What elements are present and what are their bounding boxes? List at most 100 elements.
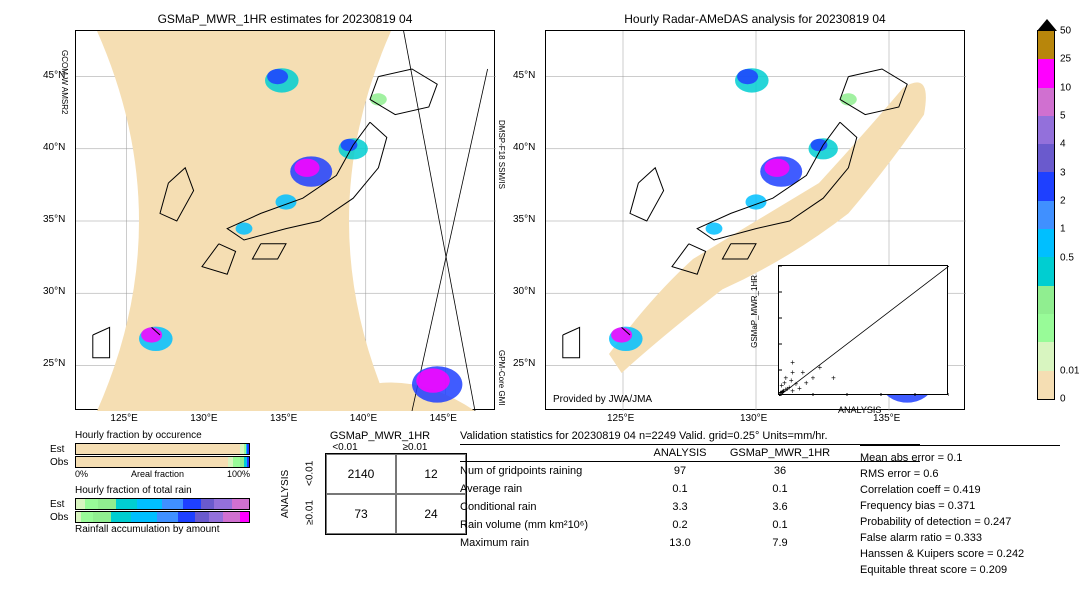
ytick-label: 35°N — [513, 214, 535, 225]
svg-text:+: + — [831, 373, 836, 382]
stats-row: Conditional rain3.33.6 — [460, 498, 920, 516]
ytick-label: 40°N — [43, 142, 65, 153]
contingency-ylabel: ANALYSIS — [280, 453, 295, 535]
metric-row: RMS error = 0.6 — [860, 466, 1060, 482]
pct100-label: 100% — [227, 469, 250, 479]
ytick-label: 45°N — [513, 70, 535, 81]
fraction-segment — [201, 499, 215, 509]
colorbar-tick: 0.01 — [1060, 365, 1079, 376]
rainfall-accum-title: Rainfall accumulation by amount — [75, 524, 265, 535]
ytick-label: 30°N — [43, 286, 65, 297]
colorbar-segment — [1038, 88, 1054, 116]
metric-row: False alarm ratio = 0.333 — [860, 530, 1060, 546]
fraction-bars-group: Hourly fraction by occurence Est Obs 0%A… — [50, 430, 265, 537]
colorbar-tick: 5 — [1060, 111, 1066, 122]
ytick-label: 25°N — [513, 358, 535, 369]
fraction-segment — [76, 499, 85, 509]
cont-cell-01: 12 — [396, 454, 466, 494]
total-est-bar — [75, 498, 250, 510]
stats-row: Maximum rain13.07.9 — [460, 534, 920, 552]
occurrence-obs-bar — [75, 456, 250, 468]
colorbar: 502510543210.50.010 — [1037, 30, 1055, 400]
xtick-label: 135°E — [270, 413, 297, 424]
colorbar-segment — [1038, 201, 1054, 229]
metrics-list: Mean abs error = 0.1RMS error = 0.6Corre… — [860, 445, 1060, 578]
svg-text:+: + — [785, 384, 790, 393]
stats-row: Average rain0.10.1 — [460, 480, 920, 498]
colorbar-tick: 3 — [1060, 167, 1066, 178]
svg-text:+: + — [783, 373, 788, 382]
fraction-segment — [131, 512, 157, 522]
svg-text:+: + — [790, 358, 795, 367]
fraction-segment — [183, 499, 200, 509]
xtick-label: 130°E — [190, 413, 217, 424]
cont-col-h2: ≥0.01 — [380, 442, 450, 453]
fraction-segment — [157, 512, 178, 522]
figure-container: GSMaP_MWR_1HR estimates for 20230819 04 … — [0, 0, 1080, 612]
obs-label: Obs — [50, 457, 75, 468]
colorbar-segment — [1038, 59, 1054, 87]
ytick-label: 25°N — [43, 358, 65, 369]
xtick-label: 125°E — [110, 413, 137, 424]
svg-text:+: + — [811, 373, 816, 382]
cont-col-h1: <0.01 — [310, 442, 380, 453]
satellite-label: DMSP-F18 SSM/IS — [497, 120, 506, 189]
stats-h1 — [460, 447, 640, 459]
metric-row: Frequency bias = 0.371 — [860, 498, 1060, 514]
colorbar-segment — [1038, 371, 1054, 399]
fraction-segment — [111, 512, 132, 522]
colorbar-tick: 50 — [1060, 26, 1071, 37]
fraction-segment — [116, 499, 137, 509]
fraction-segment — [233, 457, 240, 467]
attribution-text: Provided by JWA/JMA — [553, 394, 652, 405]
metric-row: Mean abs error = 0.1 — [860, 450, 1060, 466]
metric-row: Probability of detection = 0.247 — [860, 514, 1060, 530]
stats-title: Validation statistics for 20230819 04 n=… — [460, 430, 920, 445]
pct0-label: 0% — [75, 469, 88, 479]
fraction-segment — [223, 512, 240, 522]
fraction-segment — [178, 512, 195, 522]
svg-text:+: + — [781, 387, 786, 396]
right-map-title: Hourly Radar-AMeDAS analysis for 2023081… — [545, 12, 965, 26]
satellite-label: GPM-Core GMI — [497, 350, 506, 406]
cont-cell-00: 2140 — [326, 454, 396, 494]
metric-row: Hanssen & Kuipers score = 0.242 — [860, 546, 1060, 562]
metric-row: Correlation coeff = 0.419 — [860, 482, 1060, 498]
fraction-segment — [93, 512, 110, 522]
ytick-label: 30°N — [513, 286, 535, 297]
xtick-label: 125°E — [607, 413, 634, 424]
metric-row: Equitable threat score = 0.209 — [860, 562, 1060, 578]
stats-table: Validation statistics for 20230819 04 n=… — [460, 430, 920, 552]
colorbar-segment — [1038, 314, 1054, 342]
colorbar-tick: 10 — [1060, 82, 1071, 93]
fraction-segment — [247, 444, 249, 454]
left-map-title: GSMaP_MWR_1HR estimates for 20230819 04 — [75, 12, 495, 26]
fraction-segment — [98, 499, 115, 509]
contingency-title: GSMaP_MWR_1HR — [310, 430, 450, 442]
fraction-segment — [247, 457, 249, 467]
colorbar-tick: 2 — [1060, 196, 1066, 207]
obs-label-2: Obs — [50, 512, 75, 523]
colorbar-segment — [1038, 116, 1054, 144]
cont-cell-10: 73 — [326, 494, 396, 534]
xtick-label: 130°E — [740, 413, 767, 424]
total-obs-bar — [75, 511, 250, 523]
left-map-panel — [75, 30, 495, 410]
fraction-segment — [137, 499, 163, 509]
colorbar-tick: 25 — [1060, 54, 1071, 65]
fraction-segment — [76, 444, 240, 454]
scatter-xlabel: ANALYSIS — [838, 405, 881, 415]
colorbar-segment — [1038, 342, 1054, 370]
stats-row: Rain volume (mm km²10⁶)0.20.1 — [460, 516, 920, 534]
svg-text:+: + — [800, 368, 805, 377]
fraction-total-title: Hourly fraction of total rain — [75, 485, 265, 496]
contingency-table: GSMaP_MWR_1HR <0.01 ≥0.01 ANALYSIS <0.01… — [280, 430, 467, 535]
occurrence-est-bar — [75, 443, 250, 455]
stats-h2: ANALYSIS — [640, 447, 720, 459]
xtick-label: 145°E — [430, 413, 457, 424]
cont-row-h1: <0.01 — [295, 453, 325, 493]
fraction-segment — [214, 499, 231, 509]
xtick-label: 140°E — [350, 413, 377, 424]
colorbar-segment — [1038, 144, 1054, 172]
fraction-segment — [76, 457, 228, 467]
